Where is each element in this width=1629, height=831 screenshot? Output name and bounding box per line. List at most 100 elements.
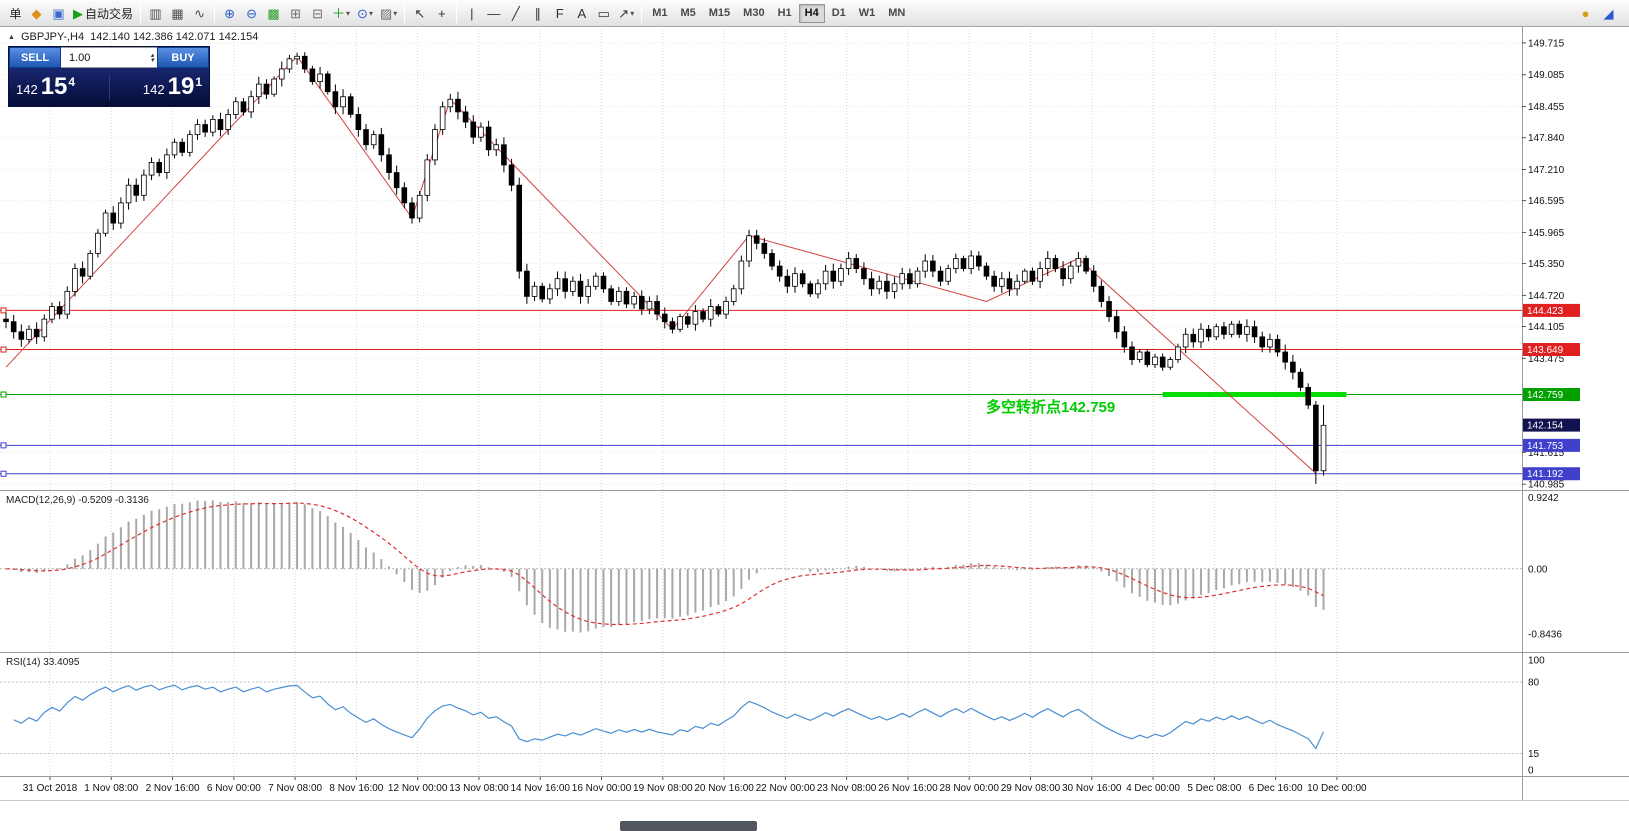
bar-chart-icon: ▥ <box>149 5 162 21</box>
rsi-indicator-label: RSI(14) 33.4095 <box>6 657 80 668</box>
timeframe-m15[interactable]: M15 <box>708 7 731 19</box>
buy-button[interactable]: BUY <box>157 47 209 68</box>
price-axis-label: 146.595 <box>1528 196 1565 207</box>
templates-button[interactable]: ▨ ▾ <box>377 3 400 24</box>
current-price-badge: 142.154 <box>1523 418 1580 432</box>
profile-button[interactable]: ▣ <box>48 3 69 24</box>
price-axis-label: 145.350 <box>1528 259 1565 270</box>
spinner-down-icon[interactable]: ▾ <box>150 56 154 64</box>
toolbar: 单 ◆ ▣ ▶ 自动交易 ▥ ▦ ∿ ⊕ ⊖ ▩ ⊞ ⊟ ＋ ▾ ⊙ ▾ ▨ ▾ ↖ + | — ╱ ∥ F A ▭ ↗ ▾ M1 M5 M15… <box>0 0 1629 27</box>
line-chart-button[interactable]: ∿ <box>189 3 210 24</box>
new-order-button[interactable]: 单 <box>4 3 25 24</box>
quick-trade-icon-icon: ● <box>1581 5 1590 21</box>
line-handle <box>0 442 7 449</box>
line-handle <box>0 391 7 398</box>
quick-trade-icon-button[interactable]: ● <box>1575 3 1596 24</box>
periods-button[interactable]: ⊙ ▾ <box>354 3 376 24</box>
time-axis-label: 19 Nov 08:00 <box>633 783 693 794</box>
timeframe-h1[interactable]: H1 <box>777 7 792 19</box>
bar-chart-button[interactable]: ▥ <box>145 3 166 24</box>
price-axis-label: 140.985 <box>1528 480 1565 491</box>
support-line-141753[interactable] <box>0 442 1522 449</box>
cursor-button[interactable]: ↖ <box>409 3 430 24</box>
arrange-windows-icon: ⊟ <box>312 5 323 21</box>
ohlc-values: 142.140 142.386 142.071 142.154 <box>90 31 259 43</box>
fibonacci-button[interactable]: F <box>549 3 570 24</box>
timeframe-d1[interactable]: D1 <box>831 7 846 19</box>
time-axis-label: 6 Dec 16:00 <box>1249 783 1303 794</box>
fibonacci-icon: F <box>555 5 564 21</box>
autotrading-icon: ▶ <box>73 5 83 21</box>
crosshair-button[interactable]: + <box>431 3 452 24</box>
resistance-line-143649[interactable] <box>0 346 1522 353</box>
time-axis-label: 10 Dec 00:00 <box>1307 783 1367 794</box>
time-axis-label: 13 Nov 08:00 <box>449 783 509 794</box>
timeframe-m1[interactable]: M1 <box>652 7 668 19</box>
horizontal-line-button[interactable]: — <box>483 3 504 24</box>
time-axis-label: 14 Nov 16:00 <box>510 783 570 794</box>
price-axis-label: 143.475 <box>1528 354 1565 365</box>
line-handle <box>0 307 7 314</box>
time-axis-label: 31 Oct 2018 <box>23 783 78 794</box>
trendline-button[interactable]: ╱ <box>505 3 526 24</box>
svg-text:143.649: 143.649 <box>1527 345 1564 356</box>
time-axis-label: 12 Nov 00:00 <box>388 783 448 794</box>
macd-axis-label: 0.00 <box>1528 564 1548 575</box>
arrows-button[interactable]: ↗ ▾ <box>615 3 637 24</box>
templates-icon: ▨ <box>379 5 393 21</box>
time-axis[interactable]: 31 Oct 2018 1 Nov 08:00 2 Nov 16:00 6 Nov 0… <box>23 777 1367 794</box>
time-axis-label: 2 Nov 16:00 <box>146 783 200 794</box>
time-axis-label: 20 Nov 16:00 <box>694 783 754 794</box>
timeframe-m30[interactable]: M30 <box>743 7 765 19</box>
zoom-in-button[interactable]: ⊕ <box>219 3 240 24</box>
volume-spinner[interactable]: 1.00 ▴ ▾ <box>61 47 157 68</box>
toolbar-separator <box>641 3 643 23</box>
rsi-line <box>13 684 1325 750</box>
text-label-button[interactable]: ▭ <box>593 3 614 24</box>
toolbar-items: 单 ◆ ▣ ▶ 自动交易 ▥ ▦ ∿ ⊕ ⊖ ▩ ⊞ ⊟ ＋ ▾ ⊙ ▾ ▨ ▾ ↖ + | — ╱ ∥ F A ▭ ↗ ▾ M1 M5 M15… <box>4 3 911 24</box>
price-axis[interactable]: 149.715 149.085 148.455 147.840 147.210 146.5… <box>1522 38 1565 777</box>
pivot-line-142759[interactable] <box>0 391 1522 398</box>
one-click-trading-panel: SELL 1.00 ▴ ▾ BUY 142 15 4 142 19 1 <box>8 46 210 107</box>
candlestick-chart-button[interactable]: ▦ <box>167 3 188 24</box>
price-axis-label: 144.105 <box>1528 322 1565 333</box>
price-axis-label: 149.085 <box>1528 70 1565 81</box>
spinner-up-icon[interactable]: ▴ <box>150 51 154 59</box>
tile-windows-button[interactable]: ▩ <box>263 3 284 24</box>
sell-price[interactable]: 142 15 4 <box>16 73 76 100</box>
volume-value: 1.00 <box>69 51 91 64</box>
macd-histogram <box>12 500 1325 633</box>
candlestick-series <box>3 52 1327 484</box>
vertical-line-icon: | <box>470 5 474 21</box>
macd-axis-label: 0.9242 <box>1528 493 1559 504</box>
chart-window-icon: ▲ <box>8 33 15 41</box>
rsi-axis-label: 15 <box>1528 749 1540 760</box>
text-button[interactable]: A <box>571 3 592 24</box>
price-axis-label: 145.965 <box>1528 228 1565 239</box>
timeframe-h4[interactable]: H4 <box>798 3 825 23</box>
buy-price[interactable]: 142 19 1 <box>142 73 202 100</box>
support-line-141192[interactable] <box>0 470 1522 477</box>
time-axis-label: 1 Nov 08:00 <box>84 783 138 794</box>
zoom-out-button[interactable]: ⊖ <box>241 3 262 24</box>
svg-text:144.423: 144.423 <box>1527 306 1564 317</box>
channel-button[interactable]: ∥ <box>527 3 548 24</box>
resistance-line-144423[interactable] <box>0 307 1522 314</box>
timeframe-mn[interactable]: MN <box>888 7 906 19</box>
arrange-windows-button[interactable]: ⊟ <box>307 3 328 24</box>
dropdown-arrow-icon: ▾ <box>393 8 398 18</box>
profile-icon: ▣ <box>52 5 65 21</box>
timeframe-w1[interactable]: W1 <box>858 7 876 19</box>
cascade-windows-button[interactable]: ⊞ <box>285 3 306 24</box>
autotrading-button[interactable]: ▶ 自动交易 <box>70 3 136 24</box>
layout-icon-button[interactable]: ◆ <box>26 3 47 24</box>
timeframe-m5[interactable]: M5 <box>680 7 696 19</box>
vertical-line-button[interactable]: | <box>461 3 482 24</box>
edit-tool-icon-button[interactable]: ◢ <box>1598 3 1619 24</box>
indicators-button[interactable]: ＋ ▾ <box>329 3 353 24</box>
chart-plot-area[interactable] <box>0 27 1629 831</box>
trendline-icon: ╱ <box>511 5 520 21</box>
sell-button[interactable]: SELL <box>9 47 61 68</box>
level-price-badge: 141.753 <box>1523 438 1580 452</box>
